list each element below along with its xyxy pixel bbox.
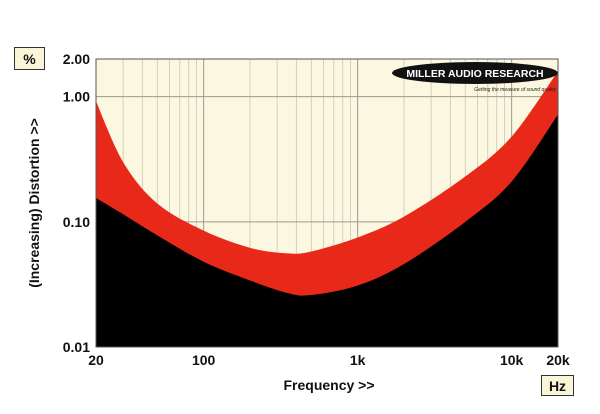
x-tick-label: 100: [192, 352, 216, 368]
plot-frame: [95, 58, 559, 348]
black-distortion-floor: [96, 114, 558, 347]
series-layer: [96, 71, 558, 347]
x-unit-box: Hz: [541, 375, 574, 396]
logo-text: MILLER AUDIO RESEARCH: [406, 68, 543, 80]
x-axis-label: Frequency >>: [283, 377, 375, 393]
y-tick-label: 1.00: [63, 89, 90, 105]
y-tick-label: 0.01: [63, 339, 90, 355]
logo-tagline: Getting the measure of sound quality: [474, 87, 556, 93]
x-tick-label: 20k: [546, 352, 570, 368]
logo-ellipse: [392, 62, 558, 84]
x-tick-label: 10k: [500, 352, 524, 368]
x-tick-label: 20: [88, 352, 104, 368]
x-tick-label: 1k: [350, 352, 366, 368]
y-unit-box: %: [14, 47, 45, 70]
tick-labels: 0.01 0.10 1.00 2.00 20 100 1k 10k 20k: [63, 51, 570, 368]
miller-audio-research-logo: MILLER AUDIO RESEARCH Getting the measure…: [392, 62, 558, 93]
y-tick-label: 0.10: [63, 214, 90, 230]
y-axis-label: (Increasing) Distortion >>: [26, 118, 42, 288]
y-tick-label: 2.00: [63, 51, 90, 67]
